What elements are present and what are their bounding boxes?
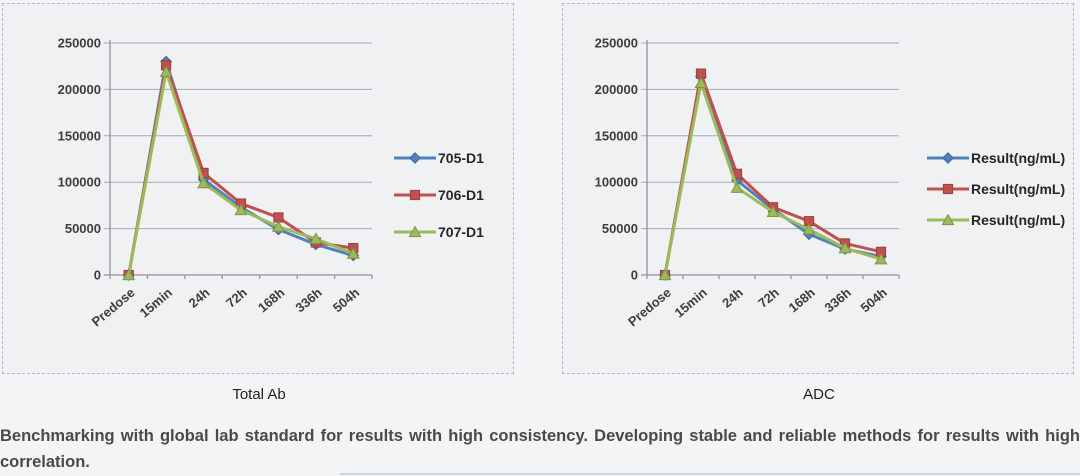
x-tick-label: 168h	[255, 285, 287, 316]
x-tick-label: 15min	[137, 285, 175, 321]
y-tick-label: 200000	[58, 82, 101, 97]
x-tick-label: 72h	[223, 285, 250, 311]
triangle-marker-icon	[309, 232, 323, 244]
triangle-marker-icon	[234, 203, 248, 216]
x-tick-label: 504h	[858, 285, 890, 316]
triangle-marker-icon	[766, 205, 780, 217]
x-tick-label: 15min	[672, 285, 710, 321]
legend-item-result-3: Result(ng/mL)	[927, 209, 1065, 231]
legend-item-706-d1: 706-D1	[394, 184, 484, 206]
triangle-marker-icon	[802, 223, 816, 235]
diamond-marker-icon	[409, 152, 421, 164]
y-tick-label: 50000	[602, 221, 638, 236]
x-tick-label: 24h	[186, 285, 213, 311]
x-tick-label: 336h	[292, 285, 324, 316]
x-tick-label: Predose	[89, 285, 138, 329]
x-tick-label: Predose	[625, 285, 674, 329]
legend-label: 707-D1	[438, 224, 484, 240]
triangle-marker-icon	[874, 252, 888, 265]
y-tick-label: 0	[631, 268, 638, 283]
legend-label: Result(ng/mL)	[971, 212, 1066, 228]
bottom-divider	[340, 473, 1080, 475]
diamond-marker-icon	[942, 152, 954, 164]
y-tick-label: 50000	[65, 221, 101, 236]
y-tick-label: 250000	[58, 36, 101, 51]
legend-item-result-2: Result(ng/mL)	[927, 178, 1065, 200]
series-result-green-marker-icon	[927, 214, 969, 226]
series-705-d1-marker-icon	[394, 152, 436, 164]
chart-panel-adc: 0 50000 100000 150000 200000 250000 Predose 15m…	[562, 3, 1074, 374]
y-tick-label: 100000	[58, 175, 101, 190]
legend-total-ab: 705-D1 706-D1 707-D1	[394, 147, 484, 243]
triangle-marker-icon	[408, 226, 422, 238]
legend-label: Result(ng/mL)	[971, 150, 1066, 166]
legend-label: 705-D1	[438, 150, 484, 166]
legend-item-result-1: Result(ng/mL)	[927, 147, 1065, 169]
legend-label: 706-D1	[438, 187, 484, 203]
triangle-marker-icon	[159, 65, 173, 77]
chart-panel-total-ab: 0 50000 100000 150000 200000 250000 Predose 15m…	[2, 3, 514, 374]
adc-chart: 0 50000 100000 150000 200000 250000 Predose15m…	[595, 36, 900, 329]
triangle-marker-icon	[694, 76, 708, 89]
y-tick-label: 150000	[595, 128, 638, 143]
x-tick-label: 72h	[755, 285, 782, 311]
x-tick-label: 168h	[786, 285, 818, 316]
series-707-d1-marker-icon	[394, 226, 436, 238]
y-tick-label: 100000	[595, 175, 638, 190]
series-result-blue-marker-icon	[927, 152, 969, 164]
square-marker-icon	[942, 183, 954, 195]
legend-item-707-d1: 707-D1	[394, 221, 484, 243]
series-706-d1-marker-icon	[394, 189, 436, 201]
triangle-marker-icon	[730, 181, 744, 193]
y-tick-label: 250000	[595, 36, 638, 51]
triangle-marker-icon	[122, 268, 136, 281]
triangle-marker-icon	[941, 214, 955, 226]
y-tick-label: 0	[94, 268, 101, 283]
x-tick-label: 24h	[719, 285, 746, 311]
x-tick-label: 336h	[822, 285, 854, 316]
y-tick-label: 150000	[58, 128, 101, 143]
caption-text: Benchmarking with global lab standard fo…	[0, 427, 1080, 471]
total-ab-chart: 0 50000 100000 150000 200000 250000 Predose 15m…	[58, 36, 373, 329]
legend-label: Result(ng/mL)	[971, 181, 1066, 197]
square-marker-icon	[409, 189, 421, 201]
chart-title-total-ab: Total Ab	[232, 386, 286, 403]
chart-title-adc: ADC	[803, 386, 835, 403]
triangle-marker-icon	[346, 247, 360, 259]
triangle-marker-icon	[271, 220, 285, 232]
triangle-marker-icon	[658, 268, 672, 281]
legend-item-705-d1: 705-D1	[394, 147, 484, 169]
legend-adc: Result(ng/mL) Result(ng/mL) Result(ng/mL…	[927, 147, 1065, 231]
y-tick-label: 200000	[595, 82, 638, 97]
x-tick-label: 504h	[330, 285, 362, 316]
series-result-red-marker-icon	[927, 183, 969, 195]
triangle-marker-icon	[197, 176, 211, 189]
triangle-marker-icon	[838, 241, 852, 254]
